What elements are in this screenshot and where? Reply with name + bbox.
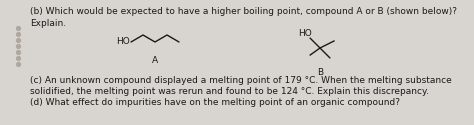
Text: HO: HO bbox=[116, 38, 130, 46]
Text: solidified, the melting point was rerun and found to be 124 °C. Explain this dis: solidified, the melting point was rerun … bbox=[30, 87, 429, 96]
Text: A: A bbox=[152, 56, 158, 65]
Text: Explain.: Explain. bbox=[30, 19, 66, 28]
Text: (b) Which would be expected to have a higher boiling point, compound A or B (sho: (b) Which would be expected to have a hi… bbox=[30, 7, 457, 16]
Text: (c) An unknown compound displayed a melting point of 179 °C. When the melting su: (c) An unknown compound displayed a melt… bbox=[30, 76, 452, 85]
Text: B: B bbox=[317, 68, 323, 77]
Text: (d) What effect do impurities have on the melting point of an organic compound?: (d) What effect do impurities have on th… bbox=[30, 98, 400, 107]
Text: HO: HO bbox=[298, 30, 312, 38]
